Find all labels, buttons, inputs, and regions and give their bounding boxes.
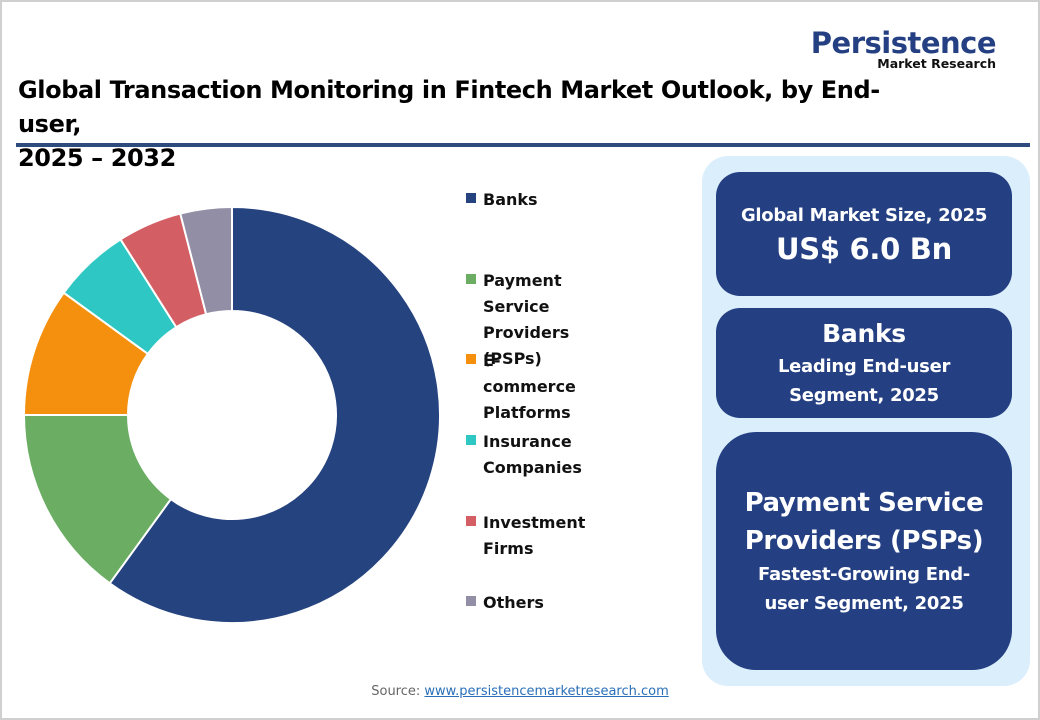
legend-label: E-commerce Platforms	[483, 351, 576, 422]
donut-chart	[22, 205, 441, 624]
legend-label: Insurance Companies	[483, 432, 582, 477]
market-size-card: Global Market Size, 2025 US$ 6.0 Bn	[716, 172, 1012, 296]
market-size-value: US$ 6.0 Bn	[776, 231, 952, 266]
legend-swatch-icon	[466, 435, 476, 445]
logo-subtitle: Market Research	[877, 56, 996, 71]
legend-swatch-icon	[466, 516, 476, 526]
chart-title-line1: Global Transaction Monitoring in Fintech…	[18, 76, 880, 138]
fastest-segment-line2: user Segment, 2025	[764, 593, 964, 614]
legend-swatch-icon	[466, 596, 476, 606]
legend-item: Investment Firms	[466, 510, 585, 562]
legend-swatch-icon	[466, 193, 476, 203]
source-note: Source: www.persistencemarketresearch.co…	[0, 684, 1040, 699]
leading-segment-line2: Segment, 2025	[789, 385, 939, 406]
legend-item: Banks	[466, 187, 538, 213]
donut-slice-others	[179, 205, 233, 316]
logo-wordmark: Persistence	[810, 26, 997, 60]
legend-label: Banks	[483, 190, 538, 209]
chart-title-line2: 2025 – 2032	[18, 144, 176, 172]
legend-label: Payment Service Providers (PSPs)	[483, 271, 570, 368]
legend-item: Others	[466, 590, 544, 616]
donut-slice-payment-service-providers-psps	[22, 414, 173, 585]
source-link[interactable]: www.persistencemarketresearch.com	[424, 684, 669, 699]
leading-segment-card: Banks Leading End-user Segment, 2025	[716, 308, 1012, 418]
donut-slice-banks	[108, 205, 441, 624]
legend-swatch-icon	[466, 354, 476, 364]
legend-swatch-icon	[466, 274, 476, 284]
legend-item: E-commerce Platforms	[466, 348, 576, 426]
leading-segment-name: Banks	[822, 319, 906, 348]
legend-label: Others	[483, 593, 544, 612]
fastest-segment-name-line2: Providers (PSPs)	[744, 526, 984, 556]
legend-label: Investment Firms	[483, 513, 586, 558]
title-divider	[16, 143, 1030, 147]
legend-item: Payment Service Providers (PSPs)	[466, 268, 569, 372]
highlights-panel: Global Market Size, 2025 US$ 6.0 Bn Bank…	[702, 156, 1030, 686]
fastest-growing-card: Payment Service Providers (PSPs) Fastest…	[716, 432, 1012, 670]
fastest-segment-line1: Fastest-Growing End-	[758, 564, 970, 585]
leading-segment-line1: Leading End-user	[777, 356, 951, 377]
source-label: Source:	[371, 684, 421, 699]
persistence-logo: Persistence Market Research	[796, 26, 997, 71]
market-size-label: Global Market Size, 2025	[740, 204, 988, 226]
chart-title: Global Transaction Monitoring in Fintech…	[18, 73, 918, 175]
fastest-segment-name-line1: Payment Service	[744, 488, 984, 518]
legend-item: Insurance Companies	[466, 429, 582, 481]
